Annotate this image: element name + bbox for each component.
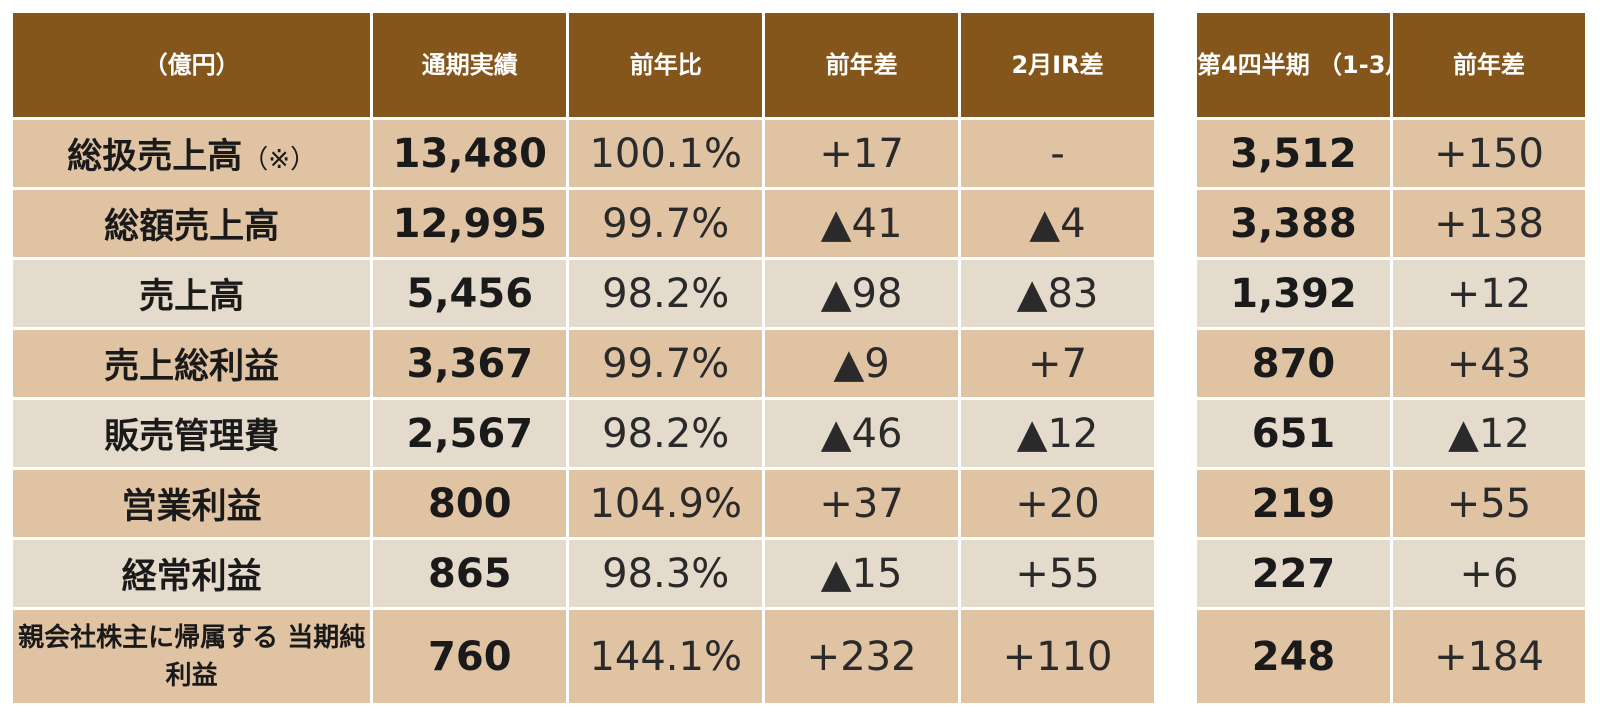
q4-value-cell: 651 (1194, 397, 1393, 470)
table-row: 総額売上高 12,995 99.7% ▲41 ▲4 (9, 187, 1157, 260)
yoy-diff-cell: +17 (762, 117, 962, 190)
annual-actual-cell: 12,995 (370, 187, 570, 260)
table-row: 売上高 5,456 98.2% ▲98 ▲83 (9, 257, 1157, 330)
table-row: 3,388 +138 (1194, 187, 1588, 260)
yoy-diff-header: 前年差 (762, 10, 962, 120)
yoy-diff-cell: ▲46 (762, 397, 962, 470)
q4-results-table: 第4四半期 （1-3月） 前年差 3,512 +150 3,388 +138 1… (1194, 10, 1588, 706)
row-label: 総扱売上高（※） (9, 117, 374, 190)
header-row: （億円） 通期実績 前年比 前年差 2月IR差 (9, 10, 1157, 120)
row-label: 営業利益 (9, 467, 374, 540)
q4-header: 第4四半期 （1-3月） (1194, 10, 1393, 120)
feb-ir-diff-cell: +110 (958, 607, 1157, 706)
feb-ir-diff-cell: +55 (958, 537, 1157, 610)
table-row: 売上総利益 3,367 99.7% ▲9 +7 (9, 327, 1157, 400)
q4-diff-cell: +12 (1390, 257, 1588, 330)
q4-value-cell: 3,512 (1194, 117, 1393, 190)
annual-actual-header: 通期実績 (370, 10, 570, 120)
annual-results-table: （億円） 通期実績 前年比 前年差 2月IR差 総扱売上高（※） 13,480 … (9, 10, 1157, 706)
table-row: 3,512 +150 (1194, 117, 1588, 190)
q4-diff-cell: ▲12 (1390, 397, 1588, 470)
header-row: 第4四半期 （1-3月） 前年差 (1194, 10, 1588, 120)
table-row: 651 ▲12 (1194, 397, 1588, 470)
q4-diff-cell: +138 (1390, 187, 1588, 260)
annual-actual-cell: 2,567 (370, 397, 570, 470)
feb-ir-diff-cell: ▲4 (958, 187, 1157, 260)
unit-header: （億円） (9, 10, 374, 120)
yoy-ratio-cell: 98.3% (566, 537, 766, 610)
annual-actual-cell: 760 (370, 607, 570, 706)
q4-diff-cell: +55 (1390, 467, 1588, 540)
yoy-diff-cell: ▲9 (762, 327, 962, 400)
table-row: 経常利益 865 98.3% ▲15 +55 (9, 537, 1157, 610)
row-label-note: （※） (242, 145, 317, 175)
feb-ir-diff-cell: ▲12 (958, 397, 1157, 470)
table-row: 227 +6 (1194, 537, 1588, 610)
row-label: 売上総利益 (9, 327, 374, 400)
row-label: 親会社株主に帰属する 当期純利益 (9, 607, 374, 706)
q4-diff-cell: +6 (1390, 537, 1588, 610)
yoy-ratio-cell: 99.7% (566, 327, 766, 400)
yoy-ratio-cell: 104.9% (566, 467, 766, 540)
feb-ir-diff-cell: +7 (958, 327, 1157, 400)
q4-diff-cell: +150 (1390, 117, 1588, 190)
table-row: 870 +43 (1194, 327, 1588, 400)
feb-ir-diff-header: 2月IR差 (958, 10, 1157, 120)
row-label-text: 総扱売上高 (67, 137, 243, 177)
annual-actual-cell: 13,480 (370, 117, 570, 190)
annual-actual-cell: 3,367 (370, 327, 570, 400)
q4-value-cell: 227 (1194, 537, 1393, 610)
table-row: 販売管理費 2,567 98.2% ▲46 ▲12 (9, 397, 1157, 470)
table-row: 219 +55 (1194, 467, 1588, 540)
feb-ir-diff-cell: - (958, 117, 1157, 190)
annual-actual-cell: 5,456 (370, 257, 570, 330)
yoy-ratio-cell: 99.7% (566, 187, 766, 260)
yoy-ratio-cell: 100.1% (566, 117, 766, 190)
q4-diff-cell: +43 (1390, 327, 1588, 400)
q4-yoy-diff-header: 前年差 (1390, 10, 1588, 120)
yoy-diff-cell: ▲98 (762, 257, 962, 330)
yoy-ratio-cell: 98.2% (566, 257, 766, 330)
q4-value-cell: 870 (1194, 327, 1393, 400)
q4-value-cell: 3,388 (1194, 187, 1393, 260)
yoy-diff-cell: +37 (762, 467, 962, 540)
table-row: 総扱売上高（※） 13,480 100.1% +17 - (9, 117, 1157, 190)
feb-ir-diff-cell: +20 (958, 467, 1157, 540)
feb-ir-diff-cell: ▲83 (958, 257, 1157, 330)
annual-actual-cell: 800 (370, 467, 570, 540)
yoy-diff-cell: +232 (762, 607, 962, 706)
yoy-ratio-cell: 98.2% (566, 397, 766, 470)
table-row: 248 +184 (1194, 607, 1588, 706)
yoy-ratio-header: 前年比 (566, 10, 766, 120)
row-label: 売上高 (9, 257, 374, 330)
annual-actual-cell: 865 (370, 537, 570, 610)
yoy-diff-cell: ▲15 (762, 537, 962, 610)
row-label: 総額売上高 (9, 187, 374, 260)
table-row: 1,392 +12 (1194, 257, 1588, 330)
table-row: 営業利益 800 104.9% +37 +20 (9, 467, 1157, 540)
yoy-ratio-cell: 144.1% (566, 607, 766, 706)
yoy-diff-cell: ▲41 (762, 187, 962, 260)
q4-diff-cell: +184 (1390, 607, 1588, 706)
q4-value-cell: 1,392 (1194, 257, 1393, 330)
q4-value-cell: 219 (1194, 467, 1393, 540)
table-row: 親会社株主に帰属する 当期純利益 760 144.1% +232 +110 (9, 607, 1157, 706)
q4-value-cell: 248 (1194, 607, 1393, 706)
row-label: 経常利益 (9, 537, 374, 610)
row-label: 販売管理費 (9, 397, 374, 470)
